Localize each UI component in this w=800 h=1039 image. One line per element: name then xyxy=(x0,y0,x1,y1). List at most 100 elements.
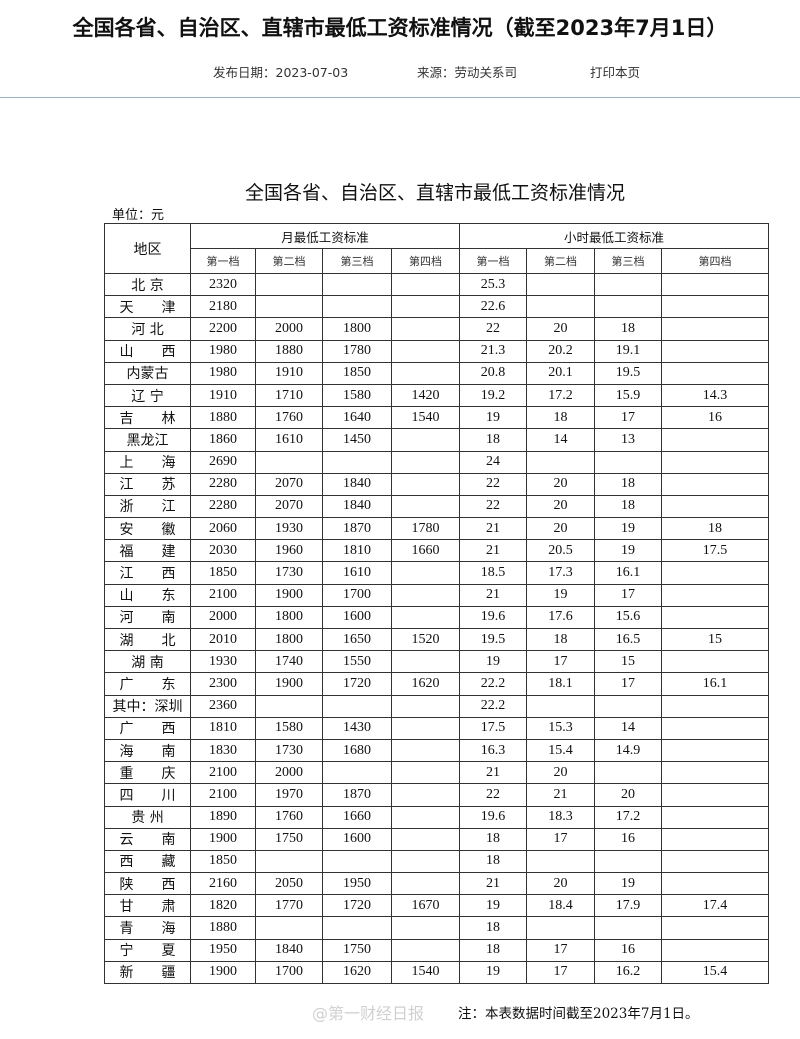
region-cell: 北 京 xyxy=(104,272,191,297)
hourly-wage-cell: 13 xyxy=(594,428,662,452)
table-row: 天 津 2180 22.6 xyxy=(104,295,769,319)
region-cell: 西 藏 xyxy=(104,849,191,874)
hourly-wage-cell: 18 xyxy=(526,627,595,652)
monthly-wage-cell xyxy=(322,272,392,297)
watermark: @第一财经日报 xyxy=(312,1004,425,1023)
wage-table: 地区 月最低工资标准 小时最低工资标准 第一档 第二档 第三档 第四档 第一档 第二档 第三… xyxy=(104,223,769,985)
region-cell: 内蒙古 xyxy=(104,361,191,385)
monthly-wage-cell: 1540 xyxy=(391,960,460,985)
monthly-wage-cell: 2360 xyxy=(190,694,256,718)
region-cell: 浙 江 xyxy=(104,494,191,519)
hourly-wage-cell: 18 xyxy=(459,428,527,452)
hourly-wage-cell: 17.6 xyxy=(526,605,595,630)
monthly-wage-cell: 1830 xyxy=(190,738,256,763)
hourly-wage-cell: 22 xyxy=(459,317,527,341)
monthly-tier-1-header: 第一档 xyxy=(190,248,256,274)
hourly-wage-cell: 20.1 xyxy=(526,361,595,385)
monthly-wage-cell xyxy=(391,428,460,452)
hourly-wage-cell xyxy=(661,738,769,763)
region-cell: 广 东 xyxy=(104,672,191,696)
table-row: 浙 江 2280 2070 1840 22 20 18 xyxy=(104,494,769,519)
monthly-wage-cell: 1760 xyxy=(255,406,323,430)
hourly-wage-cell: 14.3 xyxy=(661,383,769,408)
hourly-wage-cell xyxy=(661,716,769,740)
table-row: 山 西 1980 1880 1780 21.3 20.2 19.1 xyxy=(104,339,769,363)
monthly-wage-cell xyxy=(391,916,460,940)
monthly-wage-cell: 1840 xyxy=(255,938,323,962)
monthly-wage-cell: 1820 xyxy=(190,894,256,918)
monthly-wage-cell: 1880 xyxy=(190,406,256,430)
monthly-wage-cell: 1980 xyxy=(190,339,256,363)
monthly-tier-3-header: 第三档 xyxy=(322,248,392,274)
region-cell: 新 疆 xyxy=(104,960,191,985)
hourly-wage-cell: 22 xyxy=(459,472,527,496)
table-row: 宁 夏 1950 1840 1750 18 17 16 xyxy=(104,938,769,962)
monthly-wage-cell: 1650 xyxy=(322,627,392,652)
monthly-wage-cell: 1840 xyxy=(322,472,392,496)
hourly-tier-4-header: 第四档 xyxy=(661,248,769,274)
monthly-wage-cell xyxy=(391,272,460,297)
monthly-wage-cell: 1620 xyxy=(322,960,392,985)
monthly-wage-cell: 1770 xyxy=(255,894,323,918)
hourly-wage-cell: 22 xyxy=(459,494,527,519)
monthly-wage-cell xyxy=(391,716,460,740)
hourly-tier-1-header: 第一档 xyxy=(459,248,527,274)
monthly-wage-cell: 1980 xyxy=(190,361,256,385)
monthly-wage-cell: 1660 xyxy=(391,539,460,563)
hourly-wage-cell: 19 xyxy=(459,960,527,985)
hourly-wage-cell xyxy=(526,295,595,319)
table-row: 江 西 1850 1730 1610 18.5 17.3 16.1 xyxy=(104,561,769,585)
monthly-wage-cell: 2010 xyxy=(190,627,256,652)
hourly-wage-cell: 17 xyxy=(594,406,662,430)
hourly-wage-cell: 19 xyxy=(594,872,662,896)
hourly-wage-cell: 24 xyxy=(459,450,527,474)
hourly-wage-cell: 19 xyxy=(526,583,595,607)
monthly-wage-cell: 2070 xyxy=(255,472,323,496)
region-cell: 宁 夏 xyxy=(104,938,191,962)
hourly-wage-cell: 20 xyxy=(594,783,662,807)
table-row: 云 南 1900 1750 1600 18 17 16 xyxy=(104,827,769,851)
hourly-wage-cell: 20 xyxy=(526,317,595,341)
region-cell: 湖 北 xyxy=(104,627,191,652)
monthly-wage-cell: 1670 xyxy=(391,894,460,918)
print-page-link[interactable]: 打印本页 xyxy=(590,65,641,80)
hourly-wage-cell xyxy=(526,694,595,718)
table-row: 贵 州 1890 1760 1660 19.6 18.3 17.2 xyxy=(104,805,769,829)
hourly-wage-cell: 18 xyxy=(459,849,527,874)
monthly-wage-cell xyxy=(391,849,460,874)
monthly-wage-cell: 1970 xyxy=(255,783,323,807)
monthly-wage-cell: 1850 xyxy=(190,561,256,585)
monthly-wage-cell: 2180 xyxy=(190,295,256,319)
region-cell: 河 北 xyxy=(104,317,191,341)
region-cell: 辽 宁 xyxy=(104,383,191,408)
hourly-wage-cell xyxy=(661,561,769,585)
hourly-wage-cell: 17 xyxy=(594,583,662,607)
monthly-wage-cell xyxy=(255,849,323,874)
monthly-wage-cell: 1800 xyxy=(255,605,323,630)
table-row: 西 藏 1850 18 xyxy=(104,849,769,874)
monthly-wage-cell: 1720 xyxy=(322,672,392,696)
monthly-wage-cell: 1700 xyxy=(322,583,392,607)
monthly-wage-cell: 1520 xyxy=(391,627,460,652)
hourly-wage-cell xyxy=(594,272,662,297)
monthly-wage-cell: 2000 xyxy=(190,605,256,630)
hourly-wage-cell: 18 xyxy=(594,472,662,496)
hourly-wage-cell xyxy=(661,694,769,718)
monthly-wage-cell: 2100 xyxy=(190,761,256,785)
monthly-wage-cell: 1780 xyxy=(391,517,460,541)
hourly-wage-cell: 18 xyxy=(661,517,769,541)
hourly-wage-cell xyxy=(661,428,769,452)
hourly-wage-cell xyxy=(661,872,769,896)
monthly-wage-cell: 1900 xyxy=(255,672,323,696)
hourly-wage-cell xyxy=(661,761,769,785)
hourly-wage-cell xyxy=(594,849,662,874)
region-cell: 湖 南 xyxy=(104,650,191,674)
hourly-wage-cell xyxy=(661,339,769,363)
hourly-wage-cell: 17.3 xyxy=(526,561,595,585)
monthly-wage-cell xyxy=(255,450,323,474)
hourly-wage-cell: 21.3 xyxy=(459,339,527,363)
hourly-wage-cell: 17 xyxy=(526,827,595,851)
hourly-wage-cell: 18.3 xyxy=(526,805,595,829)
monthly-wage-cell: 2060 xyxy=(190,517,256,541)
hourly-wage-cell: 20 xyxy=(526,517,595,541)
